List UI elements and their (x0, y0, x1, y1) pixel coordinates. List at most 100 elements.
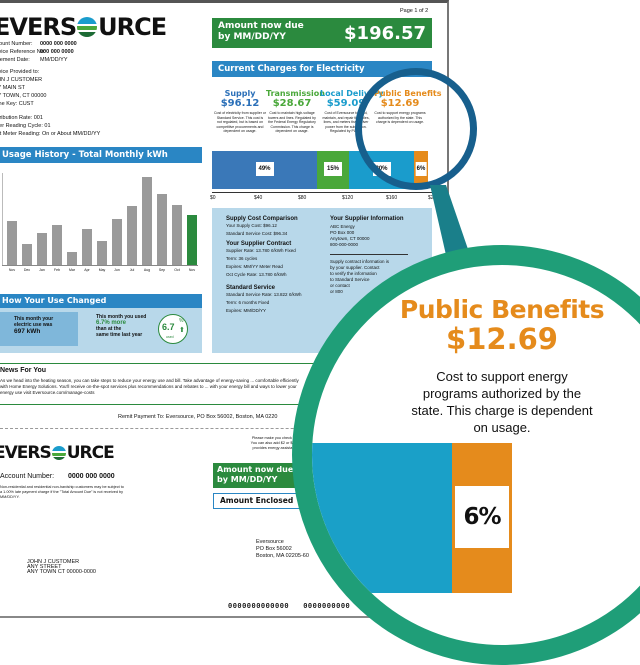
usage-bar (67, 252, 77, 265)
service-address-line: ANY MAIN ST (0, 85, 26, 91)
segment-supply: 49% (212, 151, 317, 189)
use-changed-panel: This month your electric use was 697 kWh… (0, 308, 202, 353)
month-label: Jul (129, 268, 135, 272)
compare-text: than at the (96, 326, 122, 332)
small-lens-ring (355, 68, 477, 190)
check-note-line: Please make you check pay (251, 436, 300, 440)
standard-service-cost: Standard Service Cost: $96.34 (226, 231, 288, 236)
contract-line: Supplier Rate: 13.780 ¢/kWh Fixed (226, 248, 296, 253)
service-ref-label: Service Reference No: (0, 49, 46, 55)
supplier-note-line: or contact (330, 283, 350, 288)
customer-line: JOHN J CUSTOMER (27, 559, 80, 565)
logo-text-right: URCE (66, 443, 115, 463)
eversource-logo: EVERS URCE (0, 13, 167, 41)
stub-amount-due-date: by MM/DD/YY (217, 475, 278, 484)
charge-desc: Cost to maintain high-voltage towers and… (268, 111, 316, 133)
axis-tick: $0 (210, 195, 216, 201)
customer-address: JOHN J CUSTOMER ANY STREET ANY TOWN CT 0… (27, 559, 96, 575)
month-label: Jun (114, 268, 120, 272)
logo-text-left: EVERS (0, 443, 52, 463)
account-number-value: 0000 000 0000 (40, 41, 77, 47)
usage-bar (142, 177, 152, 265)
change-badge: 6.7 % ⬆ used (158, 314, 188, 344)
this-month-text: This month your electric use was (14, 316, 54, 328)
usage-bar (37, 233, 47, 265)
segment-label: 15% (323, 162, 343, 176)
service-provided-label: Service Provided to: (0, 69, 40, 75)
logo-text-right: URCE (98, 13, 167, 41)
stub-account: Account Number: 0000 000 0000 (0, 473, 115, 480)
month-label: Nov (188, 268, 196, 272)
amount-due-date: by MM/DD/YY (218, 32, 286, 42)
amount-due-box: Amount now due by MM/DD/YY $196.57 (212, 18, 432, 48)
check-note-line: provides energy assistance (252, 446, 299, 450)
standard-line: Term: 6 months Fixed (226, 300, 270, 305)
eversource-logo-stub: EVERS URCE (0, 443, 115, 463)
remit-line: Boston, MA 02205-60 (256, 553, 309, 559)
axis-tick: $80 (298, 195, 307, 201)
usage-bar (157, 194, 167, 265)
supplier-info-line: ABC Energy (330, 224, 355, 229)
page-indicator: Page 1 of 2 (400, 8, 429, 14)
charge-local-delivery: Local Delivery $59.09 Cost of Eversource… (320, 89, 384, 134)
service-address-line: ANY TOWN, CT 00000 (0, 93, 47, 99)
axis-tick: $160 (386, 195, 398, 201)
charge-amount: $28.67 (272, 98, 312, 109)
axis-tick: $120 (342, 195, 354, 201)
meter-info-line: Distribution Rate: 001 (0, 115, 43, 121)
charge-supply: Supply $96.12 Cost of electricity from s… (214, 89, 266, 134)
charge-amount: $96.12 (220, 98, 260, 109)
remit-payment-text: Remit Payment To: Eversource, PO Box 560… (118, 414, 278, 420)
supplier-contract-title: Your Supplier Contract (226, 241, 292, 247)
contract-line: Term: 36 cycles (226, 256, 258, 261)
service-ref-value: 000 000 0000 (40, 49, 74, 55)
supplier-info-line: PO Box 000 (330, 230, 355, 235)
supplier-note-line: or 800 (330, 289, 343, 294)
account-number-label: Account Number: (0, 41, 33, 47)
service-address-line: Name Key: CUST (0, 101, 34, 107)
month-label: Oct (174, 268, 180, 272)
account-fields: Account Number: 0000 000 0000 Service Ref… (0, 40, 100, 138)
supplier-note-line: to Standard Service (330, 277, 370, 282)
month-label: Dec (23, 268, 31, 272)
usage-bar (52, 225, 62, 265)
amount-enclosed-label: Amount Enclosed (220, 496, 294, 505)
badge-label: used (166, 335, 174, 339)
usage-bar (97, 241, 107, 265)
usage-bar (7, 221, 17, 265)
charge-amount: $59.09 (326, 98, 366, 109)
charges-axis: $0 $40 $80 $120 $160 $200 (210, 192, 439, 204)
month-label: Apr (84, 268, 90, 272)
magnified-local-delivery-segment (312, 443, 452, 593)
usage-bar (112, 219, 122, 265)
standard-line: Standard Service Rate: 13.822 ¢/kWh (226, 292, 302, 297)
statement-date-value: MM/DD/YY (40, 57, 68, 63)
usage-history-chart: Nov Dec Jan Feb Mar Apr May Jun Jul Aug … (0, 165, 205, 285)
month-label: Aug (143, 268, 151, 272)
charge-name: Local Delivery (320, 89, 384, 98)
stub-account-value: 0000 000 0000 (67, 473, 115, 480)
supply-comparison-title: Supply Cost Comparison (226, 216, 298, 222)
supplier-info-line: 800-000-0000 (330, 242, 359, 247)
magnifier: Public Benefits $12.69 Cost to support e… (292, 245, 640, 665)
supplier-note-line: by your supplier. Contact (330, 265, 380, 270)
supplier-note-line: to verify the information (330, 271, 377, 276)
standard-line: Expires: MM/DD/YY (226, 308, 267, 313)
compare-text: This month you used (96, 314, 147, 320)
charge-transmission: Transmission $28.67 Cost to maintain hig… (266, 89, 325, 134)
your-supply-cost: Your Supply Cost: $96.12 (226, 223, 277, 228)
month-label: Nov (8, 268, 16, 272)
month-label: Jan (39, 268, 45, 272)
service-address-line: JOHN J CUSTOMER (0, 77, 43, 83)
charge-name: Transmission (266, 89, 325, 98)
supplier-info-title: Your Supplier Information (330, 216, 404, 222)
current-charges-title: Current Charges for Electricity (212, 61, 432, 77)
magnified-desc-line: Cost to support energy (436, 369, 568, 384)
meter-info-line: Meter Reading Cycle: 01 (0, 123, 51, 129)
supplier-info-line: Anytown, CT 00000 (330, 236, 370, 241)
this-month-kwh: 697 kWh (14, 328, 41, 335)
usage-bar-current (187, 215, 197, 265)
month-label: Sep (158, 268, 166, 272)
magnified-amount: $12.69 (446, 322, 558, 356)
magnified-title: Public Benefits (399, 295, 605, 324)
